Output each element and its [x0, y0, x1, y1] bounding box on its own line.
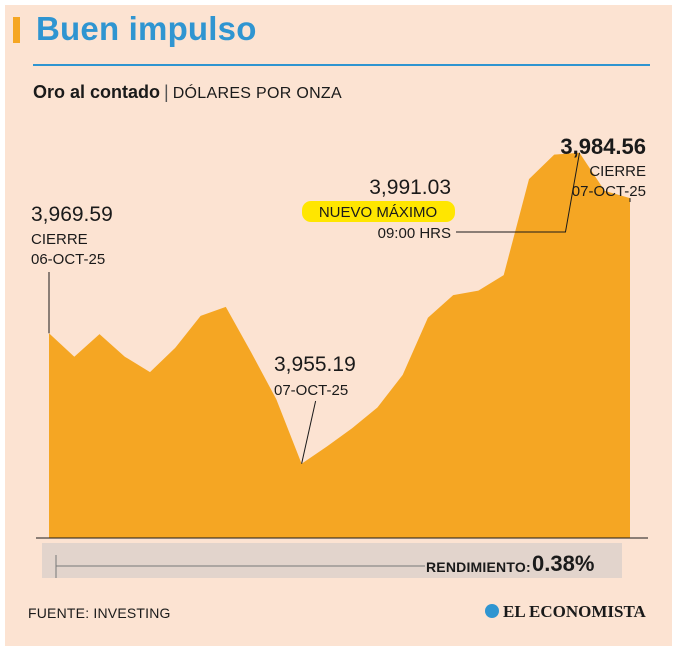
high-time-label: 09:00 HRS — [378, 225, 451, 242]
rendimiento-box — [42, 543, 622, 578]
chart-title: Buen impulso — [36, 10, 257, 47]
rendimiento-label: RENDIMIENTO: — [426, 559, 531, 575]
annotation-open: 3,969.59 CIERRE 06-OCT-25 — [31, 203, 113, 334]
subtitle-main: Oro al contado — [33, 82, 161, 102]
source-label: FUENTE: INVESTING — [28, 605, 171, 621]
low-date-label: 07-OCT-25 — [274, 382, 348, 399]
open-status-label: CIERRE — [31, 231, 88, 248]
close-value-label: 3,984.56 — [560, 134, 646, 159]
brand-logo: EL ECONOMISTA — [485, 602, 646, 622]
open-value-label: 3,969.59 — [31, 203, 113, 226]
close-date-label: 07-OCT-25 — [572, 183, 646, 200]
subtitle-unit: DÓLARES POR ONZA — [172, 85, 342, 102]
annotation-high: 3,991.03 NUEVO MÁXIMO 09:00 HRS — [302, 152, 580, 242]
high-leader-line — [456, 152, 580, 233]
annotation-low: 3,955.19 07-OCT-25 — [274, 353, 356, 464]
annotation-close: 3,984.56 CIERRE 07-OCT-25 — [560, 134, 646, 202]
low-leader-line — [301, 400, 317, 464]
subtitle-separator: | — [164, 82, 169, 102]
rendimiento-value: 0.38% — [532, 551, 595, 576]
title-accent-bar — [13, 17, 20, 43]
low-value-label: 3,955.19 — [274, 353, 356, 376]
new-high-highlight — [302, 201, 455, 222]
new-high-badge-text: NUEVO MÁXIMO — [319, 204, 437, 221]
open-date-label: 06-OCT-25 — [31, 251, 105, 268]
title-divider — [33, 64, 650, 66]
brand-icon — [485, 604, 499, 618]
close-status-label: CIERRE — [589, 163, 646, 180]
chart-subtitle: Oro al contado | DÓLARES POR ONZA — [33, 82, 342, 103]
high-value-label: 3,991.03 — [369, 176, 451, 199]
price-area — [49, 152, 630, 539]
brand-name: EL ECONOMISTA — [503, 602, 646, 621]
